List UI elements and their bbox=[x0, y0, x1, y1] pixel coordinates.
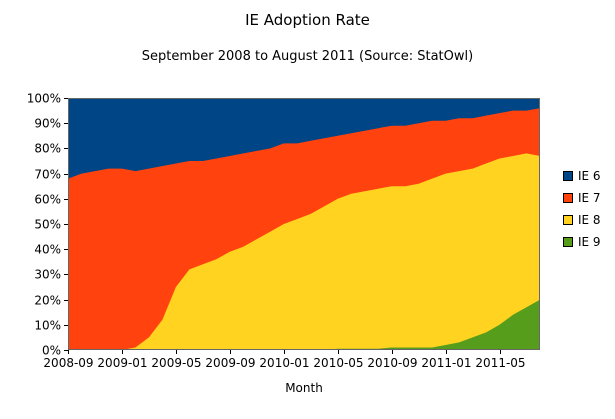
legend-swatch-ie7 bbox=[563, 193, 573, 203]
legend-swatch-ie8 bbox=[563, 215, 573, 225]
chart-subtitle: September 2008 to August 2011 (Source: S… bbox=[141, 49, 474, 64]
x-tick-label: 2009-01 bbox=[97, 356, 147, 370]
y-tick-label: 30% bbox=[34, 268, 61, 282]
y-tick-label: 0% bbox=[42, 344, 61, 358]
x-tick-label: 2011-05 bbox=[475, 356, 525, 370]
legend-label-ie7: IE 7 bbox=[578, 191, 601, 205]
legend-swatch-ie6 bbox=[563, 171, 573, 181]
y-tick-label: 20% bbox=[34, 294, 61, 308]
x-tick-label: 2011-01 bbox=[421, 356, 471, 370]
y-tick-label: 90% bbox=[34, 117, 61, 131]
x-tick-label: 2010-09 bbox=[367, 356, 417, 370]
y-tick-label: 50% bbox=[34, 218, 61, 232]
plot-border bbox=[68, 98, 540, 350]
x-tick-label: 2008-09 bbox=[43, 356, 93, 370]
legend: IE 6 IE 7 IE 8 IE 9 bbox=[563, 165, 601, 253]
x-tick-label: 2009-09 bbox=[205, 356, 255, 370]
legend-label-ie9: IE 9 bbox=[578, 235, 601, 249]
y-tick-label: 70% bbox=[34, 168, 61, 182]
x-tick-label: 2010-01 bbox=[259, 356, 309, 370]
area-series-ie8 bbox=[68, 153, 540, 350]
legend-swatch-ie9 bbox=[563, 237, 573, 247]
legend-item-ie8: IE 8 bbox=[563, 209, 601, 231]
y-tick-label: 100% bbox=[27, 92, 61, 106]
y-tick-label: 40% bbox=[34, 243, 61, 257]
chart-title: IE Adoption Rate bbox=[245, 11, 370, 29]
x-tick-label: 2010-05 bbox=[313, 356, 363, 370]
y-tick-label: 60% bbox=[34, 193, 61, 207]
x-tick-label: 2009-05 bbox=[151, 356, 201, 370]
legend-label-ie8: IE 8 bbox=[578, 213, 601, 227]
legend-item-ie7: IE 7 bbox=[563, 187, 601, 209]
x-axis-title: Month bbox=[285, 381, 323, 395]
legend-item-ie6: IE 6 bbox=[563, 165, 601, 187]
y-tick-label: 80% bbox=[34, 142, 61, 156]
area-series-ie9 bbox=[68, 299, 540, 350]
legend-label-ie6: IE 6 bbox=[578, 169, 601, 183]
y-tick-label: 10% bbox=[34, 319, 61, 333]
legend-item-ie9: IE 9 bbox=[563, 231, 601, 253]
